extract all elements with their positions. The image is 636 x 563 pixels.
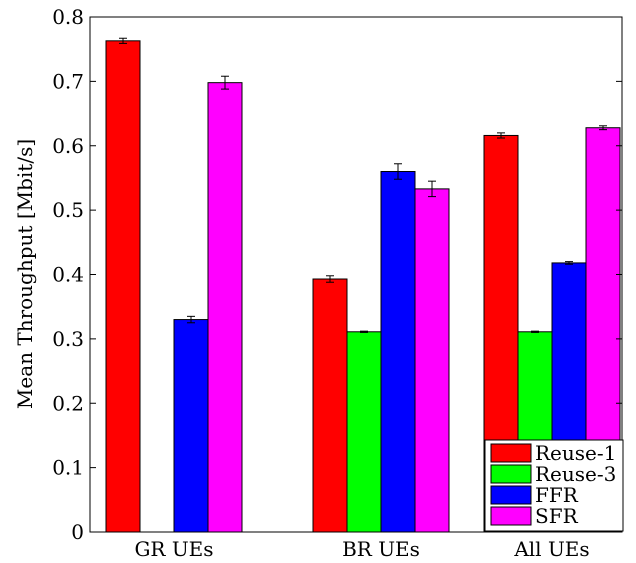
y-tick-label: 0 [71, 520, 84, 544]
x-axis: GR UEs BR UEs All UEs [134, 526, 590, 561]
legend-label: Reuse-1 [535, 441, 616, 465]
legend-swatch [490, 443, 532, 463]
x-tick-label: BR UEs [342, 537, 420, 561]
y-tick-label: 0.2 [52, 391, 84, 415]
y-axis: 0 0.1 0.2 0.3 0.4 0.5 0.6 0.7 0.8 [52, 5, 622, 544]
legend-swatch [490, 485, 532, 505]
x-tick-label: All UEs [513, 537, 589, 561]
y-tick-label: 0.1 [52, 456, 84, 480]
legend-label: SFR [535, 504, 579, 528]
y-tick-label: 0.4 [52, 263, 84, 287]
bar [380, 171, 416, 533]
bar [105, 40, 141, 533]
bar [346, 331, 382, 533]
bar [312, 278, 348, 533]
y-tick-label: 0.8 [52, 5, 84, 29]
legend-label: Reuse-3 [535, 462, 616, 486]
x-tick-label: GR UEs [134, 537, 213, 561]
y-tick-label: 0.6 [52, 134, 84, 158]
bars-layer [105, 37, 621, 533]
y-tick-label: 0.5 [52, 198, 84, 222]
y-tick-label: 0.3 [52, 327, 84, 351]
legend-swatch [490, 464, 532, 484]
bar [414, 188, 450, 533]
y-tick-label: 0.7 [52, 69, 84, 93]
bar [207, 82, 243, 533]
legend-label: FFR [535, 483, 579, 507]
bar [173, 319, 209, 533]
y-axis-label: Mean Throughput [Mbit/s] [13, 139, 37, 409]
legend-swatch [490, 506, 532, 526]
